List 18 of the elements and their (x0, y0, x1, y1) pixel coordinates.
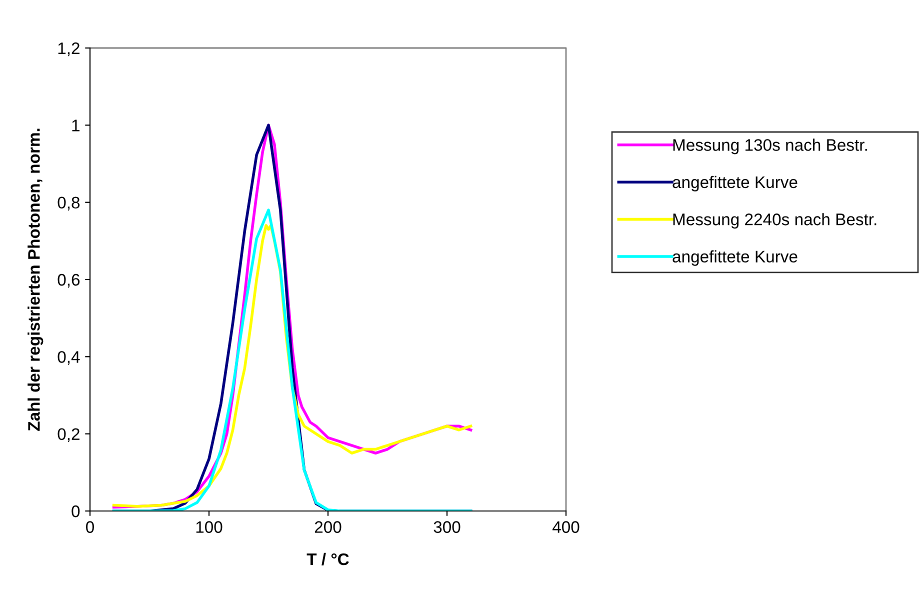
y-tick-label: 0,4 (58, 351, 80, 365)
legend-label: Messung 130s nach Bestr. (673, 138, 867, 154)
x-axis-title: T / °C (306, 552, 349, 566)
legend-label: angefittete Kurve (672, 176, 798, 192)
x-tick-label: 400 (552, 521, 580, 533)
legend-label: Messung 2240s nach Bestr. (673, 213, 876, 229)
y-tick-label: 0,6 (58, 274, 80, 288)
y-tick-label: 0,8 (58, 196, 80, 211)
y-tick-label: 1,2 (58, 42, 80, 56)
x-tick-label: 300 (434, 521, 460, 533)
y-axis-title: Zahl der registrierten Photonen, norm. (28, 128, 44, 431)
y-tick-label: 1 (72, 120, 80, 132)
x-tick-label: 0 (86, 521, 94, 533)
x-tick-label: 100 (196, 521, 222, 533)
y-tick-label: 0 (72, 505, 80, 518)
legend-label: angefittete Kurve (672, 250, 798, 266)
x-tick-label: 200 (314, 521, 342, 533)
y-tick-label: 0,2 (58, 428, 80, 442)
